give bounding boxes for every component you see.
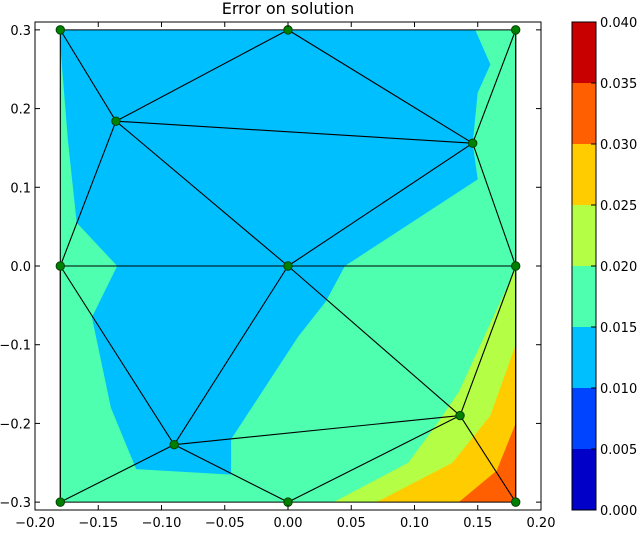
mesh-node-2 bbox=[511, 25, 521, 35]
mesh-node-0 bbox=[55, 25, 65, 35]
colorbar-tick-label: 0.030 bbox=[600, 138, 637, 153]
x-tick-label: 0.05 bbox=[337, 516, 366, 530]
mesh-node-8 bbox=[169, 439, 179, 450]
colorbar-band bbox=[572, 327, 596, 388]
x-tick-label: −0.05 bbox=[205, 516, 245, 530]
colorbar-tick-label: 0.040 bbox=[600, 16, 637, 31]
y-tick-label: 0.1 bbox=[10, 181, 31, 196]
mesh-edge bbox=[287, 142, 473, 267]
colorbar-band bbox=[572, 449, 596, 510]
colorbar-tick-label: 0.010 bbox=[600, 382, 637, 397]
colorbar-tick-label: 0.015 bbox=[600, 321, 637, 336]
mesh-nodes bbox=[55, 25, 521, 507]
mesh-edge bbox=[287, 29, 473, 144]
chart-title: Error on solution bbox=[222, 0, 354, 18]
y-tick-label: −0.1 bbox=[0, 339, 31, 354]
mesh-edge bbox=[60, 444, 175, 503]
mesh-node-12 bbox=[511, 497, 521, 507]
mesh-edge bbox=[115, 120, 289, 267]
colorbar-band bbox=[572, 83, 596, 144]
colorbar-tick-label: 0.035 bbox=[600, 77, 637, 92]
x-tick-label: −0.20 bbox=[15, 516, 55, 530]
mesh-edge bbox=[472, 29, 517, 144]
y-tick-label: −0.3 bbox=[0, 496, 31, 511]
y-tick-label: 0.2 bbox=[10, 103, 31, 118]
colorbar-band bbox=[572, 22, 596, 83]
x-axis: −0.20 −0.15 −0.10 −0.05 0.00 0.05 0.10 0.15 0.20 bbox=[15, 22, 556, 531]
mesh-edge bbox=[459, 265, 517, 416]
y-tick-label: 0.0 bbox=[10, 260, 31, 275]
mesh-edge bbox=[173, 265, 289, 445]
mesh-edge bbox=[472, 143, 517, 267]
x-tick-label: 0.20 bbox=[527, 516, 556, 530]
contour-region-3 bbox=[376, 344, 516, 503]
colorbar-tick-label: 0.005 bbox=[600, 443, 637, 458]
y-tick-label: −0.2 bbox=[0, 417, 31, 432]
mesh-edge bbox=[459, 415, 517, 503]
mesh-edges bbox=[59, 29, 517, 503]
mesh-node-6 bbox=[283, 261, 293, 271]
colorbar-band bbox=[572, 266, 596, 327]
mesh-node-5 bbox=[55, 261, 65, 271]
x-tick-label: −0.15 bbox=[78, 516, 118, 530]
colorbar-band bbox=[572, 205, 596, 266]
x-tick-label: 0.10 bbox=[400, 516, 429, 530]
x-tick-label: −0.10 bbox=[142, 516, 182, 530]
colorbar-tick-label: 0.020 bbox=[600, 260, 637, 275]
mesh-edge bbox=[115, 120, 473, 144]
mesh-node-9 bbox=[455, 410, 465, 421]
colorbar-band bbox=[572, 388, 596, 449]
mesh-edge bbox=[287, 265, 461, 416]
colorbar: 0.000 0.005 0.010 0.015 0.020 0.025 0.030 0.035… bbox=[571, 16, 637, 519]
mesh-edge bbox=[173, 444, 289, 503]
mesh-node-4 bbox=[467, 138, 478, 148]
x-tick-label: 0.15 bbox=[463, 516, 492, 530]
mesh-node-3 bbox=[111, 116, 121, 126]
mesh-edge bbox=[59, 29, 117, 122]
colorbar-band bbox=[572, 144, 596, 205]
colorbar-tick-label: 0.025 bbox=[600, 199, 637, 214]
y-tick-label: 0.3 bbox=[10, 24, 31, 39]
contour-region-4 bbox=[458, 423, 516, 503]
colorbar-tick-label: 0.000 bbox=[600, 504, 637, 519]
mesh-node-7 bbox=[511, 261, 521, 271]
mesh-edge bbox=[287, 415, 461, 503]
x-tick-label: 0.00 bbox=[274, 516, 303, 530]
mesh-edge bbox=[59, 265, 175, 445]
mesh-node-10 bbox=[55, 497, 65, 507]
contour-region-1 bbox=[60, 29, 491, 475]
mesh-edge bbox=[115, 29, 289, 122]
y-axis: 0.3 0.2 0.1 0.0 −0.1 −0.2 −0.3 bbox=[0, 24, 541, 511]
mesh-edge bbox=[174, 415, 461, 446]
mesh-edge bbox=[59, 120, 117, 267]
